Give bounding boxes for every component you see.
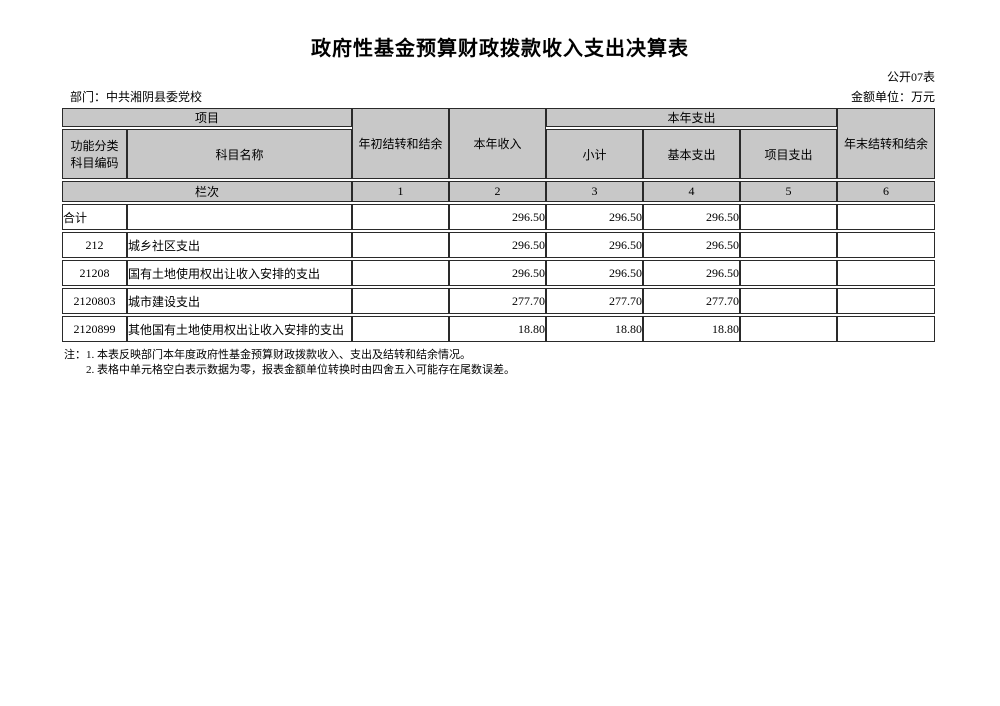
header-subject-name: 科目名称 — [127, 129, 353, 179]
row-subtotal: 18.80 — [546, 316, 644, 342]
row-begin-balance — [352, 204, 450, 230]
row-name: 城市建设支出 — [127, 288, 353, 314]
footnote-2: 2. 表格中单元格空白表示数据为零，报表金额单位转换时由四舍五入可能存在尾数误差… — [86, 364, 515, 376]
row-end-balance — [837, 316, 936, 342]
row-basic-expenditure: 296.50 — [643, 260, 741, 286]
row-year-income: 296.50 — [449, 232, 547, 258]
unit-label: 金额单位：万元 — [850, 90, 935, 104]
header-project: 项目 — [62, 108, 353, 127]
header-columns-row: 功能分类 科目编码 科目名称 小计 基本支出 项目支出 — [62, 129, 935, 179]
lanci-1: 1 — [352, 181, 450, 202]
row-end-balance — [837, 204, 936, 230]
footnotes: 注：1. 本表反映部门本年度政府性基金预算财政拨款收入、支出及结转和结余情况。 … — [64, 348, 1000, 378]
row-subtotal: 296.50 — [546, 260, 644, 286]
column-index-row: 栏次 1 2 3 4 5 6 — [62, 181, 936, 202]
row-basic-expenditure: 296.50 — [643, 232, 741, 258]
row-year-income: 18.80 — [449, 316, 547, 342]
row-year-income: 277.70 — [449, 288, 547, 314]
row-year-income: 296.50 — [449, 204, 547, 230]
row-year-income: 296.50 — [449, 260, 547, 286]
row-code: 合计 — [62, 204, 127, 230]
row-subtotal: 296.50 — [546, 232, 644, 258]
table-row: 212 城乡社区支出 296.50 296.50 296.50 — [62, 232, 936, 258]
row-end-balance — [837, 260, 936, 286]
row-name: 国有土地使用权出让收入安排的支出 — [127, 260, 353, 286]
header-end-balance: 年末结转和结余 — [837, 108, 936, 179]
row-basic-expenditure: 18.80 — [643, 316, 741, 342]
form-code-label: 公开07表 — [886, 70, 935, 84]
lanci-6: 6 — [837, 181, 936, 202]
row-project-expenditure — [740, 232, 838, 258]
department-label: 部门：中共湘阴县委党校 — [70, 90, 203, 104]
row-basic-expenditure: 296.50 — [643, 204, 741, 230]
lanci-4: 4 — [643, 181, 741, 202]
table-row-total: 合计 296.50 296.50 296.50 — [62, 204, 936, 230]
lanci-2: 2 — [449, 181, 547, 202]
lanci-5: 5 — [740, 181, 838, 202]
row-project-expenditure — [740, 288, 838, 314]
header-subtotal: 小计 — [546, 129, 644, 179]
table-row: 21208 国有土地使用权出让收入安排的支出 296.50 296.50 296… — [62, 260, 936, 286]
header-basic-expenditure: 基本支出 — [643, 129, 741, 179]
row-project-expenditure — [740, 204, 838, 230]
table-row: 2120899 其他国有土地使用权出让收入安排的支出 18.80 18.80 1… — [62, 316, 936, 342]
footnote-1: 注：1. 本表反映部门本年度政府性基金预算财政拨款收入、支出及结转和结余情况。 — [64, 349, 471, 361]
header-func-code-line2: 科目编码 — [70, 156, 119, 170]
row-end-balance — [837, 288, 936, 314]
row-project-expenditure — [740, 260, 838, 286]
row-name — [127, 204, 353, 230]
row-begin-balance — [352, 260, 450, 286]
row-name: 其他国有土地使用权出让收入安排的支出 — [127, 316, 353, 342]
header-year-expenditure: 本年支出 — [546, 108, 838, 127]
row-code: 2120899 — [62, 316, 127, 342]
header-group-row: 项目 年初结转和结余 本年收入 本年支出 年末结转和结余 — [62, 108, 936, 179]
header-project-expenditure: 项目支出 — [740, 129, 838, 179]
lanci-label: 栏次 — [62, 181, 353, 202]
table-row: 2120803 城市建设支出 277.70 277.70 277.70 — [62, 288, 936, 314]
header-year-income: 本年收入 — [449, 108, 547, 179]
header-func-code-line1: 功能分类 — [70, 139, 119, 153]
row-begin-balance — [352, 316, 450, 342]
header-begin-balance: 年初结转和结余 — [352, 108, 450, 179]
budget-table: 项目 年初结转和结余 本年收入 本年支出 年末结转和结余 功能分类 科目编码 科… — [62, 106, 936, 344]
row-end-balance — [837, 232, 936, 258]
row-project-expenditure — [740, 316, 838, 342]
row-begin-balance — [352, 232, 450, 258]
header-func-code: 功能分类 科目编码 — [62, 129, 127, 179]
row-basic-expenditure: 277.70 — [643, 288, 741, 314]
row-code: 21208 — [62, 260, 127, 286]
row-subtotal: 277.70 — [546, 288, 644, 314]
row-subtotal: 296.50 — [546, 204, 644, 230]
meta-row: 部门：中共湘阴县委党校 金额单位：万元 — [62, 88, 935, 105]
row-code: 212 — [62, 232, 127, 258]
row-begin-balance — [352, 288, 450, 314]
page-title: 政府性基金预算财政拨款收入支出决算表 — [311, 38, 689, 60]
row-code: 2120803 — [62, 288, 127, 314]
lanci-3: 3 — [546, 181, 644, 202]
row-name: 城乡社区支出 — [127, 232, 353, 258]
